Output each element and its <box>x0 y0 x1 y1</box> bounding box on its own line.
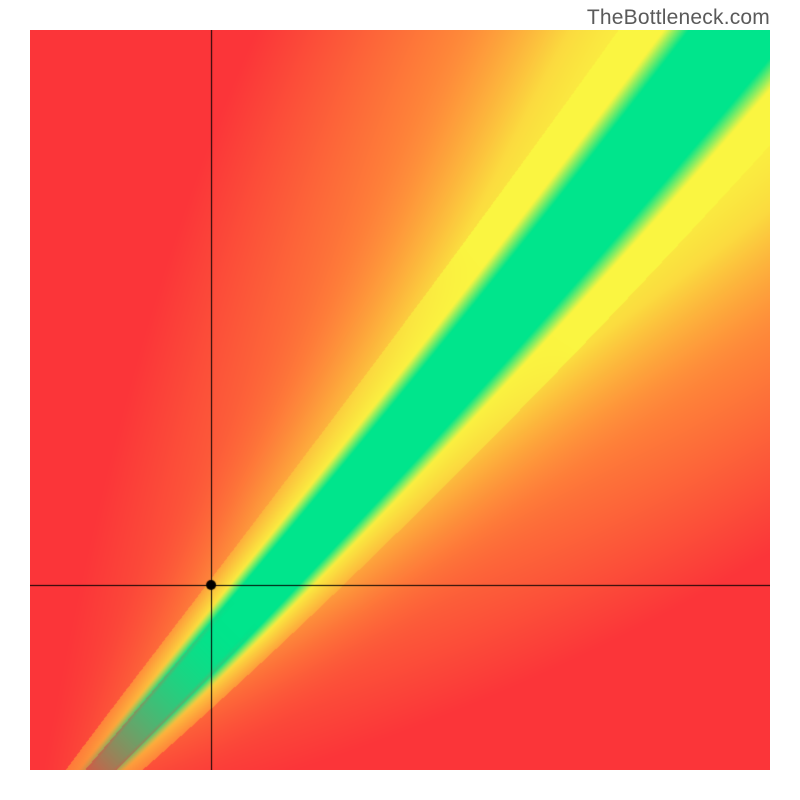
bottleneck-heatmap <box>30 30 770 770</box>
watermark-text: TheBottleneck.com <box>587 6 770 30</box>
